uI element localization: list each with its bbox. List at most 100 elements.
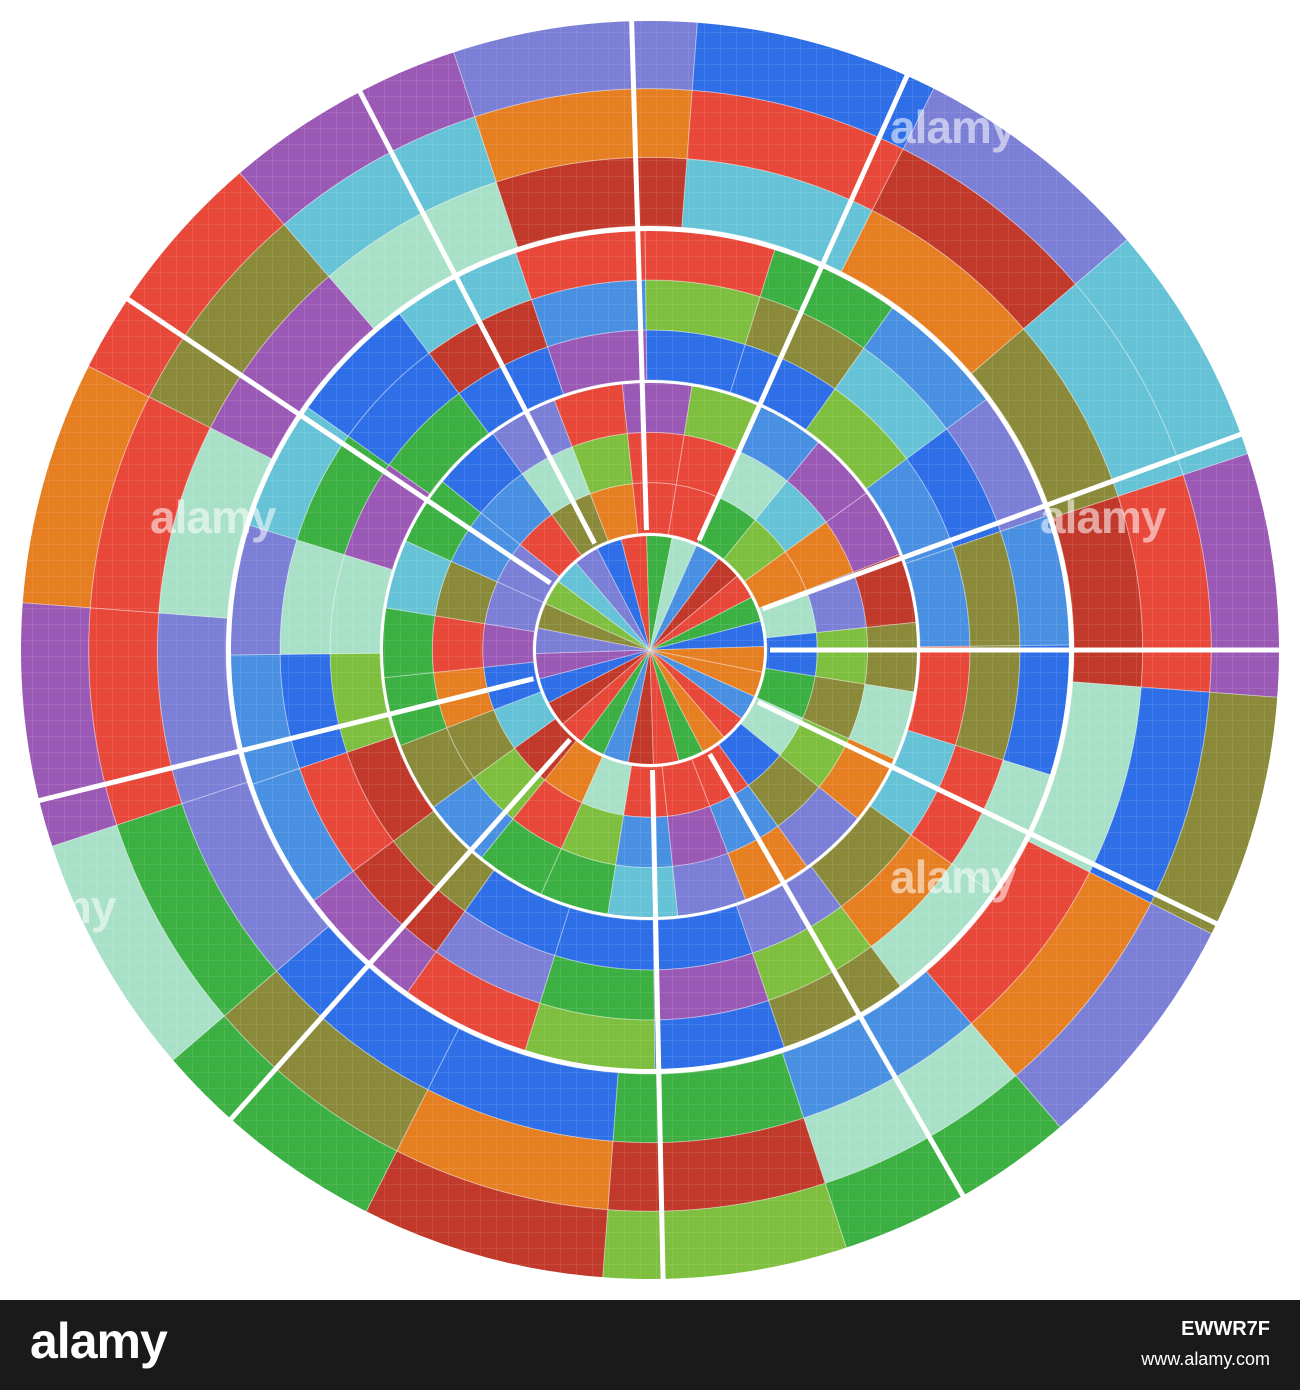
segment-texture	[557, 562, 650, 650]
segment-texture	[276, 926, 459, 1090]
segment-texture	[662, 759, 710, 817]
segment-texture	[787, 441, 867, 523]
segment-texture	[561, 802, 624, 865]
segment-texture	[284, 116, 497, 277]
segment-texture	[864, 622, 918, 693]
radial-gap	[649, 769, 666, 1290]
segment-texture	[535, 627, 650, 654]
segment-texture	[520, 514, 582, 577]
segment-texture	[730, 344, 836, 430]
segment-texture	[745, 296, 864, 389]
segment-texture	[667, 806, 728, 867]
segment-texture	[427, 1028, 619, 1142]
segment-texture	[760, 249, 893, 349]
segment-texture	[622, 382, 693, 436]
segment-texture	[645, 230, 776, 297]
segment-texture	[650, 650, 756, 719]
segment-texture	[650, 575, 753, 650]
segment-texture	[1052, 496, 1143, 688]
segment-texture	[768, 946, 901, 1048]
segment-texture	[646, 535, 673, 650]
segment-texture	[346, 736, 434, 842]
segment-texture	[230, 524, 297, 655]
segment-texture	[396, 1089, 613, 1210]
ring-separator	[532, 532, 768, 768]
segment-texture	[547, 330, 647, 395]
segment-texture	[590, 483, 638, 541]
segment-texture	[393, 811, 494, 912]
segment-texture	[650, 646, 765, 673]
segment-texture	[607, 864, 678, 918]
segment-texture	[727, 826, 808, 901]
segment-texture	[484, 581, 544, 632]
segment-texture	[709, 785, 778, 854]
radial-gap	[756, 699, 1228, 931]
segment-texture	[621, 535, 650, 650]
segment-texture	[441, 433, 523, 513]
segment-texture	[575, 547, 650, 650]
segment-texture	[239, 51, 475, 225]
segment-texture	[955, 645, 1020, 761]
segment-texture	[539, 955, 655, 1020]
radial-gap	[221, 737, 572, 1129]
segment-texture	[872, 149, 1076, 329]
segment-texture	[473, 748, 545, 820]
segment-texture	[435, 561, 498, 624]
segment-texture	[90, 396, 211, 613]
segment-texture	[802, 676, 865, 739]
segment-texture	[718, 451, 788, 521]
segment-texture	[538, 650, 650, 703]
segment-texture	[399, 252, 532, 354]
segment-texture	[953, 531, 1020, 647]
segment-texture	[464, 870, 570, 956]
segment-texture	[650, 650, 679, 765]
segment-texture	[87, 172, 285, 397]
segment-texture	[718, 723, 780, 786]
segment-texture	[149, 224, 329, 428]
segment-texture	[684, 385, 760, 452]
segment-texture	[436, 911, 555, 1004]
segment-texture	[627, 432, 685, 485]
segment-texture	[328, 181, 518, 329]
segment-texture	[777, 787, 859, 867]
segment-texture	[307, 313, 430, 437]
segment-texture	[296, 436, 389, 555]
segment-texture	[1118, 474, 1212, 693]
segment-texture	[581, 756, 632, 816]
segment-texture	[544, 581, 650, 650]
segment-texture	[512, 779, 582, 849]
segment-texture	[407, 951, 540, 1051]
segment-texture	[1023, 284, 1184, 497]
radial-gap	[707, 752, 971, 1207]
segment-texture	[554, 383, 628, 447]
segment-texture	[806, 388, 907, 489]
segment-texture	[572, 433, 633, 494]
segment-texture	[474, 88, 693, 182]
segment-texture	[116, 803, 277, 1016]
segment-texture	[971, 328, 1119, 518]
segment-texture	[646, 330, 746, 393]
segment-texture	[650, 597, 762, 650]
segment-texture	[280, 653, 347, 769]
segment-texture	[493, 691, 556, 749]
segment-texture	[841, 210, 1024, 374]
segment-texture	[597, 538, 650, 650]
segment-texture	[650, 544, 719, 650]
segment-texture	[51, 825, 225, 1061]
footer-logo: alamy	[30, 1313, 168, 1369]
segment-texture	[951, 760, 1051, 893]
sunburst-rings	[17, 10, 1290, 1290]
segment-texture	[515, 230, 646, 300]
segment-texture	[723, 520, 786, 582]
segment-texture	[785, 522, 854, 591]
footer-bar: alamy EWWR7F www.alamy.com	[0, 1300, 1300, 1390]
segment-texture	[654, 1000, 785, 1070]
segment-texture	[299, 752, 394, 871]
segment-texture	[562, 650, 650, 743]
segment-texture	[382, 607, 436, 678]
segment-texture	[313, 870, 437, 993]
segment-texture	[645, 280, 761, 345]
segment-texture	[181, 782, 329, 972]
segment-texture	[544, 740, 603, 803]
segment-texture	[905, 547, 970, 647]
